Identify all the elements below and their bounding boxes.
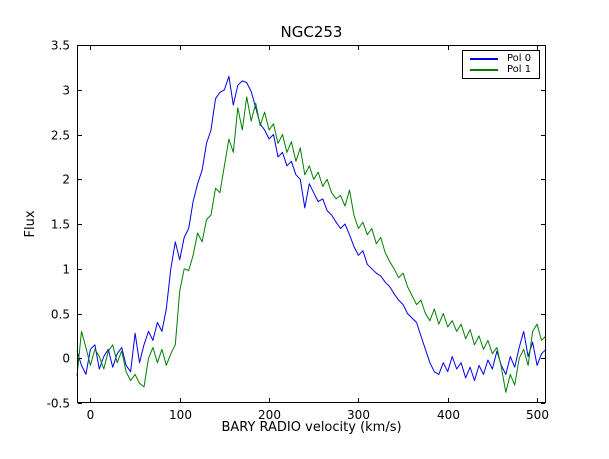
legend-entry-pol-1: Pol 1 [470,65,531,75]
x-tick-label: 0 [87,408,95,422]
y-tick-label: 0 [62,352,70,366]
legend-entry-pol-0: Pol 0 [470,54,531,64]
legend-line-sample [470,69,498,71]
legend-line-sample [470,58,498,60]
legend: Pol 0 Pol 1 [462,50,541,79]
x-tick-label: 500 [526,408,549,422]
y-tick-label: 3 [62,84,70,98]
x-tick-label: 100 [169,408,192,422]
axes-frame [77,45,546,403]
legend-label: Pol 1 [507,64,532,75]
legend-label: Pol 0 [507,53,532,64]
x-axis-label: BARY RADIO velocity (km/s) [221,420,402,435]
y-tick-label: 1.5 [51,218,70,232]
chart-title: NGC253 [280,23,343,41]
y-tick-label: 3.5 [51,39,70,53]
plot-area [77,45,546,403]
series-line-pol-0 [76,75,547,382]
y-tick-label: 1 [62,263,70,277]
x-tick-label: 400 [437,408,460,422]
y-tick-label: 2 [62,173,70,187]
x-tick-label: 300 [347,408,370,422]
x-tick-label: 200 [258,408,281,422]
y-tick-label: 2.5 [51,129,70,143]
y-tick-label: 0.5 [51,308,70,322]
y-tick-label: -0.5 [47,397,70,411]
y-axis-label: Flux [23,210,38,238]
series-line-pol-1 [76,96,547,393]
